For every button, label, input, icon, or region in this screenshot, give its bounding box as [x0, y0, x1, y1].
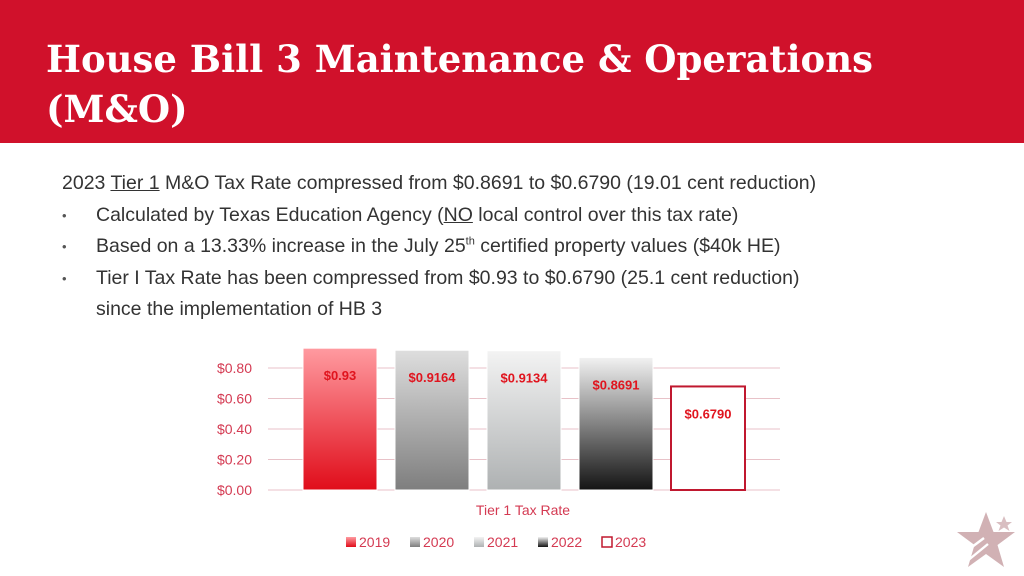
bar-2021 [486, 350, 562, 491]
intro-rest: M&O Tax Rate compressed from $0.8691 to … [159, 172, 817, 194]
title-line-1: House Bill 3 Maintenance & Operations (M… [46, 37, 873, 131]
tax-rate-chart: $0.00$0.20$0.40$0.60$0.80 $0.93 $0.9164 $0… [217, 347, 780, 550]
intro-line: 2023 Tier 1 M&O Tax Rate compressed from… [62, 168, 992, 200]
slide-title: House Bill 3 Maintenance & Operations (M… [46, 34, 1024, 184]
value-label-2023: $0.6790 [685, 406, 732, 421]
bullet-1-no: NO [443, 203, 473, 226]
bullet-item-values: Based on a 13.33% increase in the July 2… [62, 231, 992, 263]
bullet-list: Calculated by Texas Education Agency (NO… [62, 200, 992, 326]
value-label-2021: $0.9134 [501, 371, 549, 386]
legend-label-2021: 2021 [487, 534, 518, 550]
legend-label-2023: 2023 [615, 534, 646, 550]
slide-body: 2023 Tier 1 M&O Tax Rate compressed from… [62, 168, 992, 326]
bar-2020 [394, 349, 470, 491]
legend-label-2019: 2019 [359, 534, 390, 550]
value-label-2019: $0.93 [324, 368, 357, 383]
bullet-3-line-2: since the implementation of HB 3 [96, 298, 383, 320]
chart-value-labels: $0.93 $0.9164 $0.9134 $0.8691 $0.6790 [324, 368, 732, 421]
y-tick-label: $0.40 [217, 421, 252, 437]
y-tick-label: $0.20 [217, 452, 252, 468]
legend-label-2020: 2020 [423, 534, 454, 550]
bullet-2-post: certified property values ($40k HE) [474, 235, 781, 257]
value-label-2022: $0.8691 [593, 377, 640, 392]
star-logo-icon [957, 512, 1015, 567]
bar-2023 [670, 385, 746, 491]
y-tick-label: $0.80 [217, 360, 252, 376]
bullet-2-sup: th [465, 235, 475, 248]
x-axis-title: Tier 1 Tax Rate [476, 502, 570, 518]
legend-label-2022: 2022 [551, 534, 582, 550]
bullet-1-pre: Calculated by Texas Education Agency ( [96, 203, 444, 226]
legend-swatch-2021 [474, 537, 484, 547]
legend-swatch-2020 [410, 537, 420, 547]
intro-year: 2023 [62, 172, 106, 194]
bullet-item-compression: Tier I Tax Rate has been compressed from… [62, 263, 992, 326]
tier-1-link[interactable]: Tier 1 [110, 172, 160, 194]
title-line-2: Tax Rate Compression [46, 137, 508, 181]
legend-swatch-2023 [601, 536, 613, 548]
legend-swatch-2019 [346, 537, 356, 547]
header-banner: House Bill 3 Maintenance & Operations (M… [0, 0, 1024, 181]
y-tick-label: $0.60 [217, 391, 252, 407]
y-tick-label: $0.00 [217, 482, 252, 498]
chart-bars [302, 347, 746, 491]
bullet-3-line-1: Tier I Tax Rate has been compressed from… [96, 266, 800, 289]
chart-y-ticks: $0.00 $0.20 $0.40 $0.60 $0.80 [217, 360, 252, 498]
bar-2019 [302, 347, 378, 491]
bullet-item-tea: Calculated by Texas Education Agency (NO… [62, 200, 992, 232]
legend-swatch-2022 [538, 537, 548, 547]
chart-legend: 2019 2020 2021 2022 2023 [346, 534, 646, 550]
bar-2022 [578, 356, 654, 491]
value-label-2020: $0.9164 [409, 370, 457, 385]
bullet-2-pre: Based on a 13.33% increase in the July 2… [96, 235, 466, 257]
bullet-1-post: local control over this tax rate) [472, 203, 739, 226]
